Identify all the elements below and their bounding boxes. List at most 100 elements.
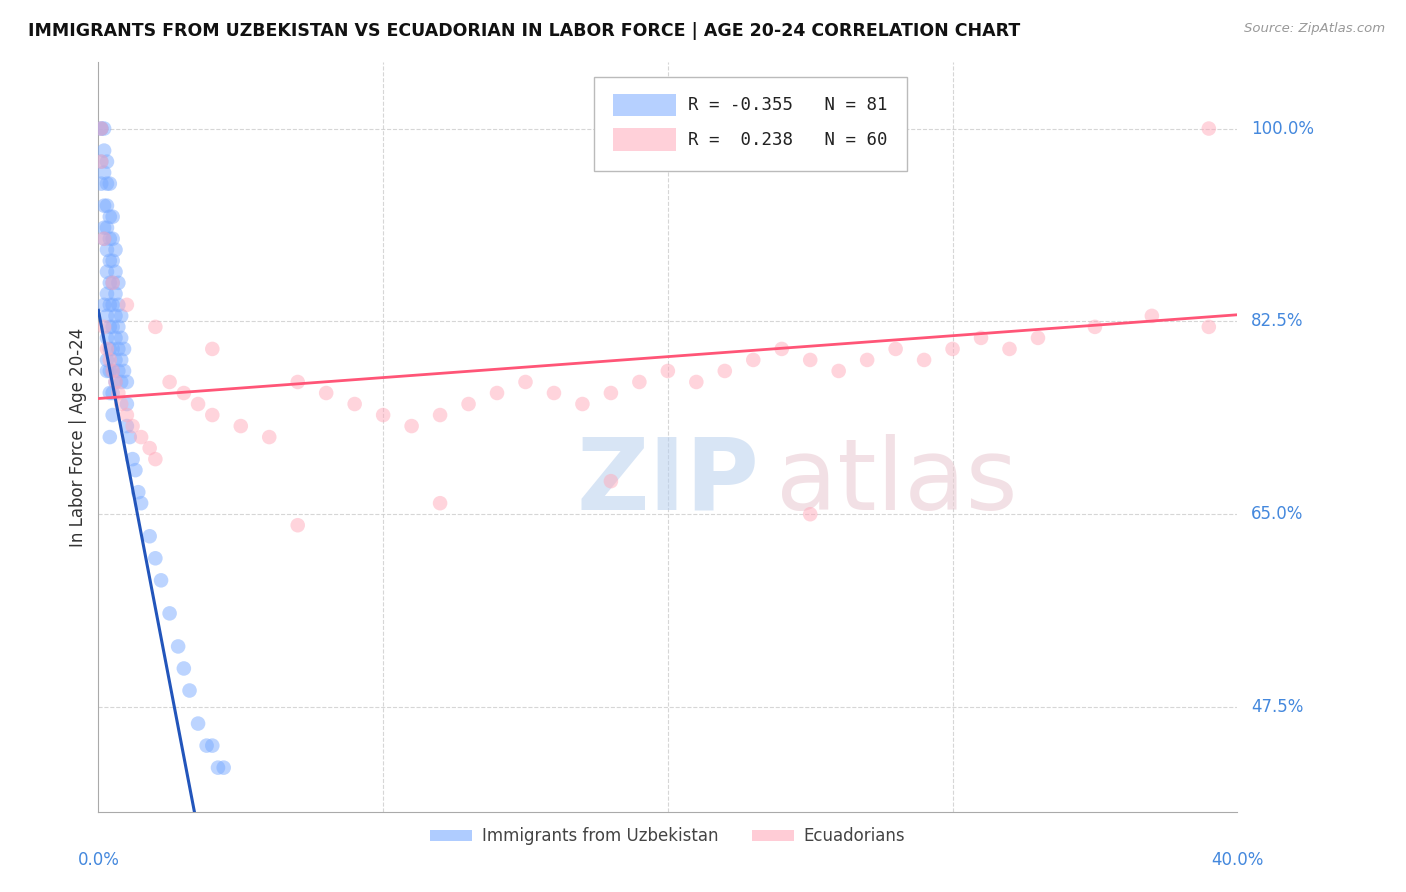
Text: 47.5%: 47.5%: [1251, 698, 1303, 716]
Point: [98, 319, 121, 334]
Point: [93, 166, 115, 180]
Point: [173, 386, 195, 401]
Point: [98, 276, 121, 290]
Point: [107, 298, 129, 312]
Point: [107, 319, 129, 334]
Point: [118, 430, 141, 444]
Point: [714, 364, 737, 378]
Text: R =  0.238   N = 60: R = 0.238 N = 60: [689, 130, 887, 149]
Point: [96, 353, 118, 368]
Point: [96, 342, 118, 356]
Point: [159, 607, 181, 621]
Point: [856, 353, 879, 368]
Text: IMMIGRANTS FROM UZBEKISTAN VS ECUADORIAN IN LABOR FORCE | AGE 20-24 CORRELATION : IMMIGRANTS FROM UZBEKISTAN VS ECUADORIAN…: [28, 22, 1021, 40]
Point: [373, 408, 395, 422]
Point: [104, 286, 127, 301]
Point: [96, 265, 118, 279]
Y-axis label: In Labor Force | Age 20-24: In Labor Force | Age 20-24: [69, 327, 87, 547]
Point: [145, 452, 167, 467]
Point: [195, 739, 218, 753]
Point: [96, 286, 118, 301]
Point: [167, 640, 190, 654]
Point: [101, 386, 124, 401]
Point: [110, 353, 132, 368]
Point: [101, 276, 124, 290]
Point: [942, 342, 965, 356]
Text: ZIP: ZIP: [576, 434, 759, 531]
Point: [98, 298, 121, 312]
Point: [315, 386, 337, 401]
Point: [96, 177, 118, 191]
Point: [98, 342, 121, 356]
Point: [112, 342, 135, 356]
Point: [101, 276, 124, 290]
Text: 82.5%: 82.5%: [1251, 312, 1303, 330]
Point: [429, 408, 451, 422]
Point: [201, 408, 224, 422]
Point: [201, 739, 224, 753]
Text: Source: ZipAtlas.com: Source: ZipAtlas.com: [1244, 22, 1385, 36]
Point: [101, 364, 124, 378]
Point: [742, 353, 765, 368]
Point: [145, 551, 167, 566]
Point: [110, 397, 132, 411]
Point: [96, 220, 118, 235]
Point: [207, 761, 229, 775]
Point: [138, 529, 160, 543]
Point: [101, 364, 124, 378]
Point: [1140, 309, 1163, 323]
Point: [799, 507, 821, 521]
Point: [159, 375, 181, 389]
Point: [138, 441, 160, 455]
Bar: [613, 94, 676, 116]
Point: [150, 574, 173, 588]
Point: [98, 386, 121, 401]
Point: [115, 375, 138, 389]
Point: [93, 319, 115, 334]
Point: [401, 419, 423, 434]
Point: [121, 419, 143, 434]
Point: [107, 276, 129, 290]
Point: [110, 375, 132, 389]
Point: [543, 386, 565, 401]
Point: [259, 430, 281, 444]
Point: [343, 397, 366, 411]
Point: [96, 309, 118, 323]
Point: [173, 661, 195, 675]
Point: [201, 342, 224, 356]
Point: [101, 408, 124, 422]
Point: [104, 375, 127, 389]
Point: [96, 199, 118, 213]
Point: [998, 342, 1021, 356]
Point: [429, 496, 451, 510]
FancyBboxPatch shape: [593, 78, 907, 171]
Point: [110, 331, 132, 345]
Point: [115, 419, 138, 434]
Point: [96, 243, 118, 257]
Text: R = -0.355   N = 81: R = -0.355 N = 81: [689, 96, 887, 114]
Point: [98, 210, 121, 224]
Point: [104, 375, 127, 389]
Text: atlas: atlas: [776, 434, 1018, 531]
Point: [515, 375, 537, 389]
Point: [90, 154, 112, 169]
Point: [600, 386, 623, 401]
Point: [115, 408, 138, 422]
Point: [287, 518, 309, 533]
Point: [104, 331, 127, 345]
Point: [212, 761, 235, 775]
Point: [912, 353, 935, 368]
Point: [145, 319, 167, 334]
Point: [93, 220, 115, 235]
Point: [98, 232, 121, 246]
Point: [104, 243, 127, 257]
Point: [90, 121, 112, 136]
Point: [90, 121, 112, 136]
Point: [187, 397, 209, 411]
Point: [98, 364, 121, 378]
Point: [115, 298, 138, 312]
Point: [107, 364, 129, 378]
Point: [129, 430, 152, 444]
Point: [657, 364, 679, 378]
Point: [96, 364, 118, 378]
